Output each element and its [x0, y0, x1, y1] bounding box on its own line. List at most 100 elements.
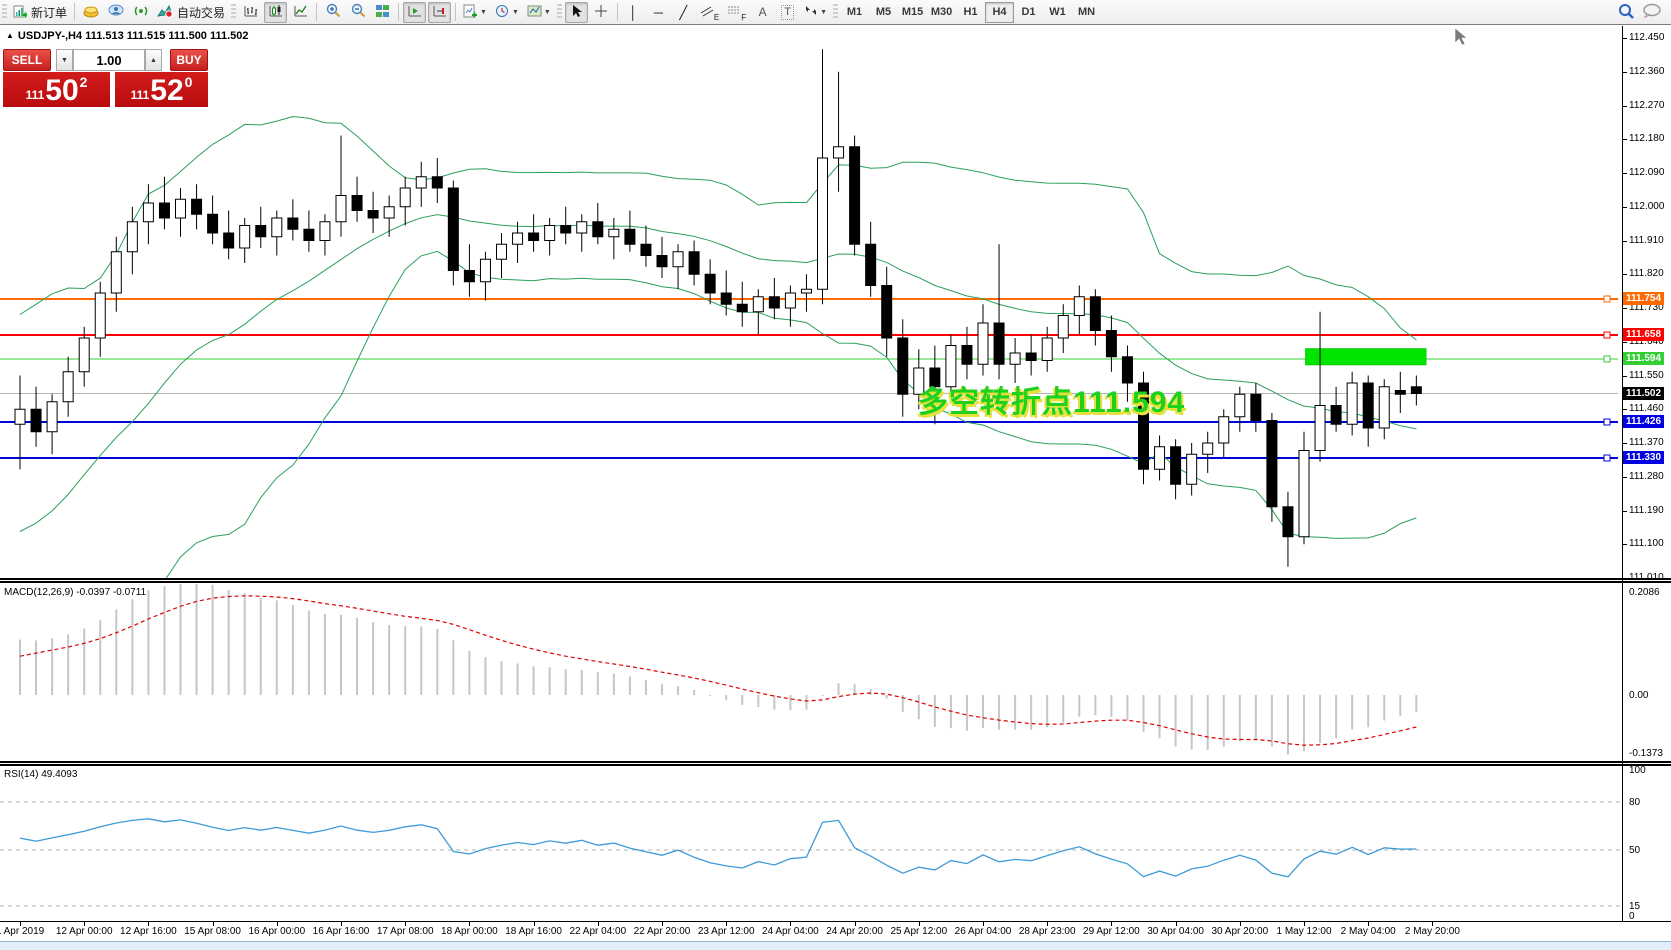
line-handle[interactable] — [1603, 454, 1611, 462]
toolbar-separator — [455, 3, 457, 21]
channel-tool[interactable]: E — [697, 2, 722, 23]
toolbar-grip[interactable] — [2, 4, 7, 20]
candlestick-chart-button[interactable] — [264, 1, 288, 23]
candle-body — [784, 292, 796, 309]
zoom-out-button[interactable] — [346, 2, 369, 23]
macd-bar — [1238, 695, 1241, 742]
macd-bar — [19, 639, 21, 695]
macd-bar — [741, 695, 744, 705]
date-tick — [148, 922, 150, 926]
text-label-icon: T — [781, 4, 794, 20]
chart-shift-button[interactable] — [428, 1, 452, 23]
pane-splitter[interactable] — [0, 578, 1671, 583]
candle-body — [239, 225, 251, 249]
buy-button[interactable]: BUY — [170, 49, 208, 71]
timeframe-m1[interactable]: M1 — [846, 6, 863, 18]
collapse-icon[interactable]: ▲ — [6, 31, 14, 40]
auto-scroll-button[interactable] — [403, 1, 427, 23]
toolbar-grip[interactable] — [556, 4, 562, 20]
crosshair-icon — [594, 4, 608, 21]
text-label-tool[interactable]: T — [776, 2, 799, 23]
price-tick-label: 112.090 — [1629, 167, 1665, 178]
main-price-pane[interactable] — [0, 26, 1671, 580]
horizontal-line-icon: ─ — [653, 4, 663, 20]
sell-price[interactable]: 111 50 2 — [3, 72, 110, 107]
date-label: 2 May 04:00 — [1340, 926, 1396, 937]
chat-button[interactable] — [1640, 2, 1665, 23]
crosshair-button[interactable] — [590, 2, 613, 23]
market-watch-button[interactable] — [79, 2, 102, 23]
templates-button[interactable]: ▼ — [524, 2, 554, 23]
timeframe-d1[interactable]: D1 — [1021, 6, 1036, 18]
community-button[interactable] — [104, 2, 127, 23]
macd-bar — [275, 600, 278, 695]
candle-body — [913, 367, 925, 395]
timeframe-mn[interactable]: MN — [1077, 6, 1096, 18]
timeframe-m30[interactable]: M30 — [930, 6, 953, 18]
bar-chart-icon — [243, 4, 259, 21]
timeframe-m15[interactable]: M15 — [901, 6, 924, 18]
line-handle[interactable] — [1603, 295, 1611, 303]
horizontal-line-tool[interactable]: ─ — [647, 2, 670, 23]
vertical-line-tool[interactable]: │ — [622, 2, 645, 23]
arrows-tool[interactable]: ▼ — [801, 2, 830, 23]
cursor-button[interactable] — [564, 1, 588, 23]
periods-button[interactable]: ▼ — [492, 2, 522, 23]
text-tool[interactable]: A — [751, 2, 774, 23]
price-tick-dash — [1622, 375, 1627, 377]
indicators-button[interactable]: ▼ — [460, 2, 490, 23]
toolbar-grip[interactable] — [231, 4, 237, 20]
trendline-tool[interactable]: ╱ — [672, 2, 695, 23]
candle-body — [544, 225, 556, 241]
date-label: 1 Apr 2019 — [0, 926, 45, 937]
sell-button[interactable]: SELL — [3, 49, 51, 71]
time-axis[interactable]: 1 Apr 2019 12 Apr 00:00 12 Apr 16:00 15 Apr… — [0, 921, 1671, 942]
timeframe-m5[interactable]: M5 — [875, 6, 892, 18]
date-label: 29 Apr 12:00 — [1083, 926, 1140, 937]
macd-bar — [468, 650, 471, 695]
candles-group — [14, 49, 1422, 567]
rsi-line — [19, 818, 1417, 878]
macd-bar — [628, 676, 631, 695]
signals-button[interactable] — [129, 2, 152, 23]
timeframe-w1[interactable]: W1 — [1049, 6, 1066, 18]
volume-increase-button[interactable]: ▲ — [145, 49, 162, 71]
date-label: 24 Apr 04:00 — [762, 926, 819, 937]
fibonacci-tool[interactable]: F — [724, 2, 749, 23]
toolbar-grip[interactable] — [833, 4, 839, 20]
rsi-tick-label: 50 — [1629, 845, 1641, 856]
date-tick — [854, 922, 856, 926]
new-order-button[interactable]: 新订单 — [10, 2, 70, 23]
tile-windows-button[interactable] — [371, 2, 394, 23]
tile-windows-icon — [375, 4, 390, 21]
macd-bar — [1319, 695, 1322, 744]
macd-bar — [35, 640, 38, 695]
annotation-text[interactable]: 多空转折点111.594 — [918, 386, 1186, 419]
line-handle[interactable] — [1603, 418, 1611, 426]
line-handle[interactable] — [1603, 331, 1611, 339]
macd-bar — [388, 625, 391, 695]
buy-price[interactable]: 111 52 0 — [115, 72, 208, 107]
sell-price-pips: 50 — [45, 74, 79, 107]
line-chart-button[interactable] — [289, 2, 312, 23]
autotrading-button[interactable]: 自动交易 — [154, 2, 228, 23]
rsi-pane[interactable] — [0, 766, 1671, 921]
price-tick-label: 111.460 — [1629, 403, 1664, 415]
search-button[interactable] — [1615, 2, 1638, 23]
line-handle[interactable] — [1603, 355, 1611, 363]
auto-scroll-icon — [407, 4, 423, 21]
macd-bar — [725, 695, 728, 701]
zoom-in-button[interactable] — [321, 2, 344, 23]
macd-bar — [131, 599, 134, 695]
macd-pane[interactable] — [0, 584, 1671, 762]
timeframe-h4[interactable]: H4 — [985, 1, 1015, 23]
macd-bar — [1383, 695, 1386, 721]
timeframe-h1[interactable]: H1 — [963, 6, 978, 18]
pane-splitter[interactable] — [0, 761, 1671, 766]
volume-input[interactable] — [73, 49, 145, 71]
highlight-rectangle[interactable] — [1305, 348, 1427, 366]
bar-chart-button[interactable] — [239, 2, 262, 23]
fibonacci-icon — [727, 5, 741, 20]
candle-body — [496, 243, 507, 260]
volume-decrease-button[interactable]: ▼ — [56, 49, 73, 71]
